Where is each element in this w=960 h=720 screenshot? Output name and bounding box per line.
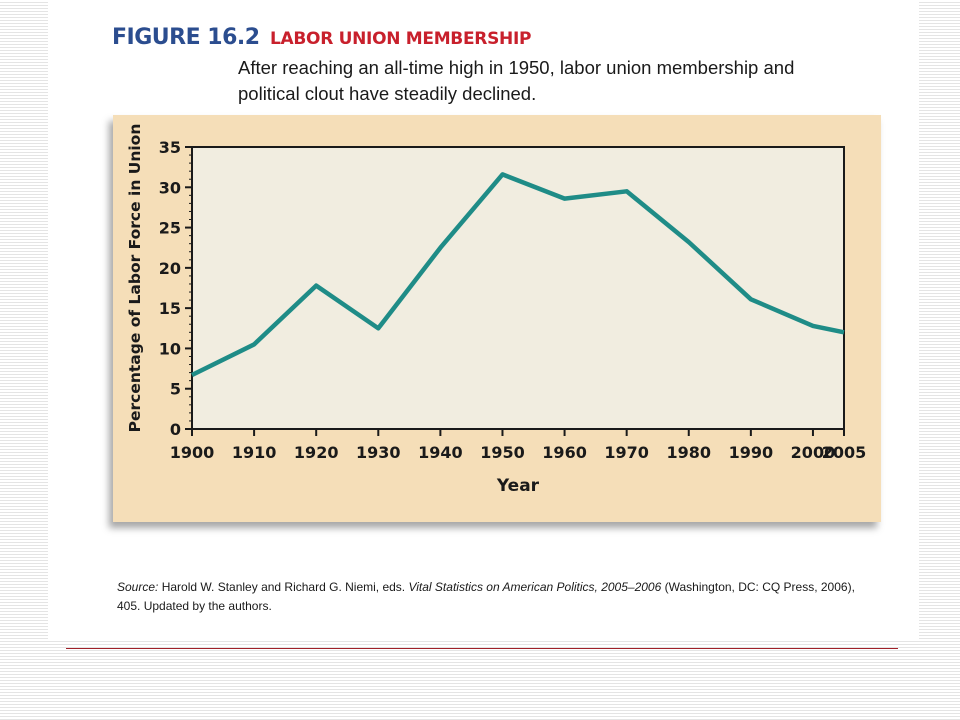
y-tick-label: 30 [159, 178, 181, 197]
x-axis: 1900 1910 1920 1930 1940 1950 1960 1970 1980 1990… [170, 429, 867, 462]
y-tick-label: 35 [159, 138, 181, 157]
x-tick-label: 1900 [170, 443, 215, 462]
figure-header: FIGURE 16.2 LABOR UNION MEMBERSHIP [112, 25, 531, 50]
series-layer [191, 172, 845, 378]
y-tick-label: 0 [170, 420, 181, 439]
y-axis-title: Percentage of Labor Force in Union [126, 124, 144, 433]
plot-area [191, 146, 845, 430]
x-tick-label: 1970 [604, 443, 649, 462]
y-tick-label: 10 [159, 339, 181, 358]
source-label: Source: [117, 580, 159, 594]
x-axis-title: Year [496, 476, 540, 496]
x-tick-label: 2000 [791, 443, 836, 462]
y-tick-label: 15 [159, 299, 181, 318]
source-text-after: (Washington, DC: CQ Press, 2006), 405. U… [117, 580, 855, 613]
x-tick-label: 1910 [232, 443, 277, 462]
x-tick-label: 2005 [822, 443, 867, 462]
x-tick-label: 1920 [294, 443, 339, 462]
source-book-title: Vital Statistics on American Politics, 2… [408, 580, 662, 594]
source-note: Source: Harold W. Stanley and Richard G.… [117, 578, 877, 616]
chart-panel: 0 5 10 15 20 25 30 35 1900 1910 1920 1930 1940 1950 1… [113, 115, 881, 522]
y-axis: 0 5 10 15 20 25 30 35 [159, 138, 192, 439]
figure-number: FIGURE 16.2 [112, 25, 260, 50]
series-line [191, 172, 845, 378]
bottom-divider [66, 648, 898, 649]
figure-subtitle: After reaching an all-time high in 1950,… [238, 57, 795, 104]
x-tick-label: 1980 [666, 443, 711, 462]
figure-title: LABOR UNION MEMBERSHIP [270, 29, 532, 49]
y-tick-label: 5 [170, 380, 181, 399]
x-tick-label: 1990 [729, 443, 774, 462]
y-tick-label: 25 [159, 219, 181, 238]
x-tick-label: 1930 [356, 443, 401, 462]
x-tick-label: 1950 [480, 443, 525, 462]
x-tick-label: 1940 [418, 443, 463, 462]
y-tick-label: 20 [159, 259, 181, 278]
source-text-before: Harold W. Stanley and Richard G. Niemi, … [158, 580, 409, 594]
x-tick-label: 1960 [542, 443, 587, 462]
